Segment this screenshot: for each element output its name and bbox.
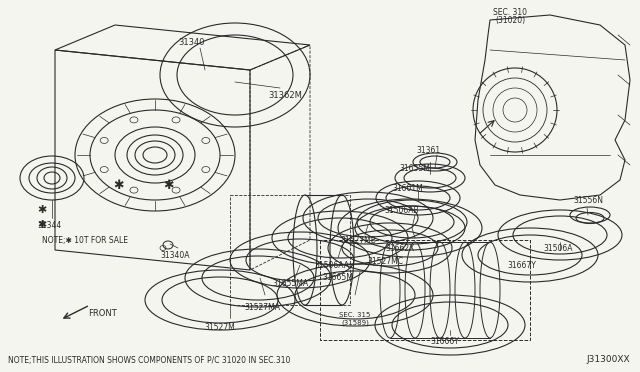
Text: 31667Y: 31667Y (508, 260, 536, 269)
Text: NOTE;✱ 10T FOR SALE: NOTE;✱ 10T FOR SALE (42, 235, 128, 244)
Text: 31655MA: 31655MA (272, 279, 308, 288)
Text: 31527MA: 31527MA (244, 304, 280, 312)
Text: 31506A: 31506A (543, 244, 573, 253)
Text: J31300XX: J31300XX (586, 356, 630, 365)
Text: (31589): (31589) (341, 320, 369, 326)
Text: 31340: 31340 (179, 38, 205, 46)
Text: 31344: 31344 (38, 221, 62, 230)
Text: 31556N: 31556N (573, 196, 603, 205)
Text: SEC. 315: SEC. 315 (339, 312, 371, 318)
Text: 31361: 31361 (416, 145, 440, 154)
Text: 31506AA: 31506AA (314, 260, 349, 269)
Text: 31527MC: 31527MC (367, 257, 403, 266)
Text: 31527MB: 31527MB (340, 235, 376, 244)
Text: 31527M: 31527M (205, 324, 236, 333)
Text: 31340A: 31340A (160, 250, 189, 260)
Text: 31655M: 31655M (399, 164, 431, 173)
Text: FRONT: FRONT (88, 308, 116, 317)
Text: ✱: ✱ (163, 179, 173, 192)
Text: NOTE;THIS ILLUSTRATION SHOWS COMPONENTS OF P/C 31020 IN SEC.310: NOTE;THIS ILLUSTRATION SHOWS COMPONENTS … (8, 356, 291, 365)
Text: 31601M: 31601M (392, 183, 424, 192)
Text: 31665M: 31665M (323, 273, 353, 282)
Text: ✱: ✱ (37, 220, 47, 230)
Text: 31506AB: 31506AB (385, 205, 419, 215)
Text: ✱: ✱ (113, 179, 124, 192)
Text: 31362M: 31362M (268, 90, 302, 99)
Text: 31666Y: 31666Y (431, 337, 460, 346)
Text: SEC. 310: SEC. 310 (493, 7, 527, 16)
Text: ✱: ✱ (37, 205, 47, 215)
Text: (31020): (31020) (495, 16, 525, 25)
Text: 31662X: 31662X (385, 244, 415, 253)
